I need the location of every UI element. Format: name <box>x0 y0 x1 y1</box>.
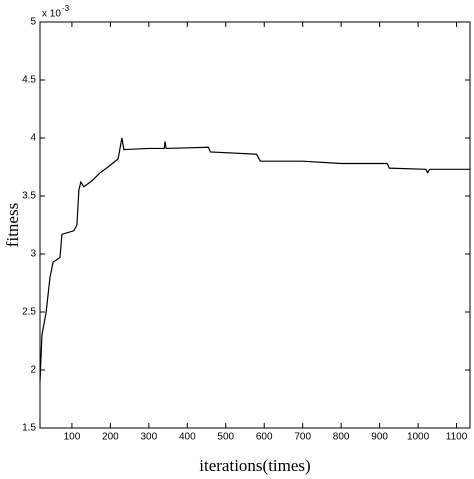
y-tick-label: 2.5 <box>22 307 36 318</box>
y-scale-base: x 10 <box>42 9 61 20</box>
y-axis-label: fitness <box>3 203 22 247</box>
y-tick-label: 2 <box>30 365 36 376</box>
x-tick-label: 700 <box>294 432 311 443</box>
x-tick-label: 600 <box>256 432 273 443</box>
y-tick-label: 1.5 <box>22 423 36 434</box>
y-scale-exponent: -3 <box>62 4 70 13</box>
data-line <box>39 137 470 382</box>
x-tick-label: 1100 <box>446 432 468 443</box>
x-tick-label: 900 <box>371 432 388 443</box>
y-tick-label: 3 <box>30 249 36 260</box>
y-tick-label: 3.5 <box>22 191 36 202</box>
x-tick-label: 800 <box>333 432 350 443</box>
x-tick-label: 400 <box>179 432 196 443</box>
x-axis-label: iterations(times) <box>199 456 310 475</box>
x-tick-label: 500 <box>217 432 234 443</box>
y-tick-label: 5 <box>30 17 36 28</box>
y-tick-label: 4 <box>30 133 36 144</box>
x-tick-label: 300 <box>141 432 158 443</box>
y-tick-label: 4.5 <box>22 75 36 86</box>
x-tick-label: 100 <box>64 432 81 443</box>
x-tick-label: 1000 <box>407 432 430 443</box>
x-tick-label: 200 <box>102 432 119 443</box>
plot-frame <box>39 21 471 429</box>
